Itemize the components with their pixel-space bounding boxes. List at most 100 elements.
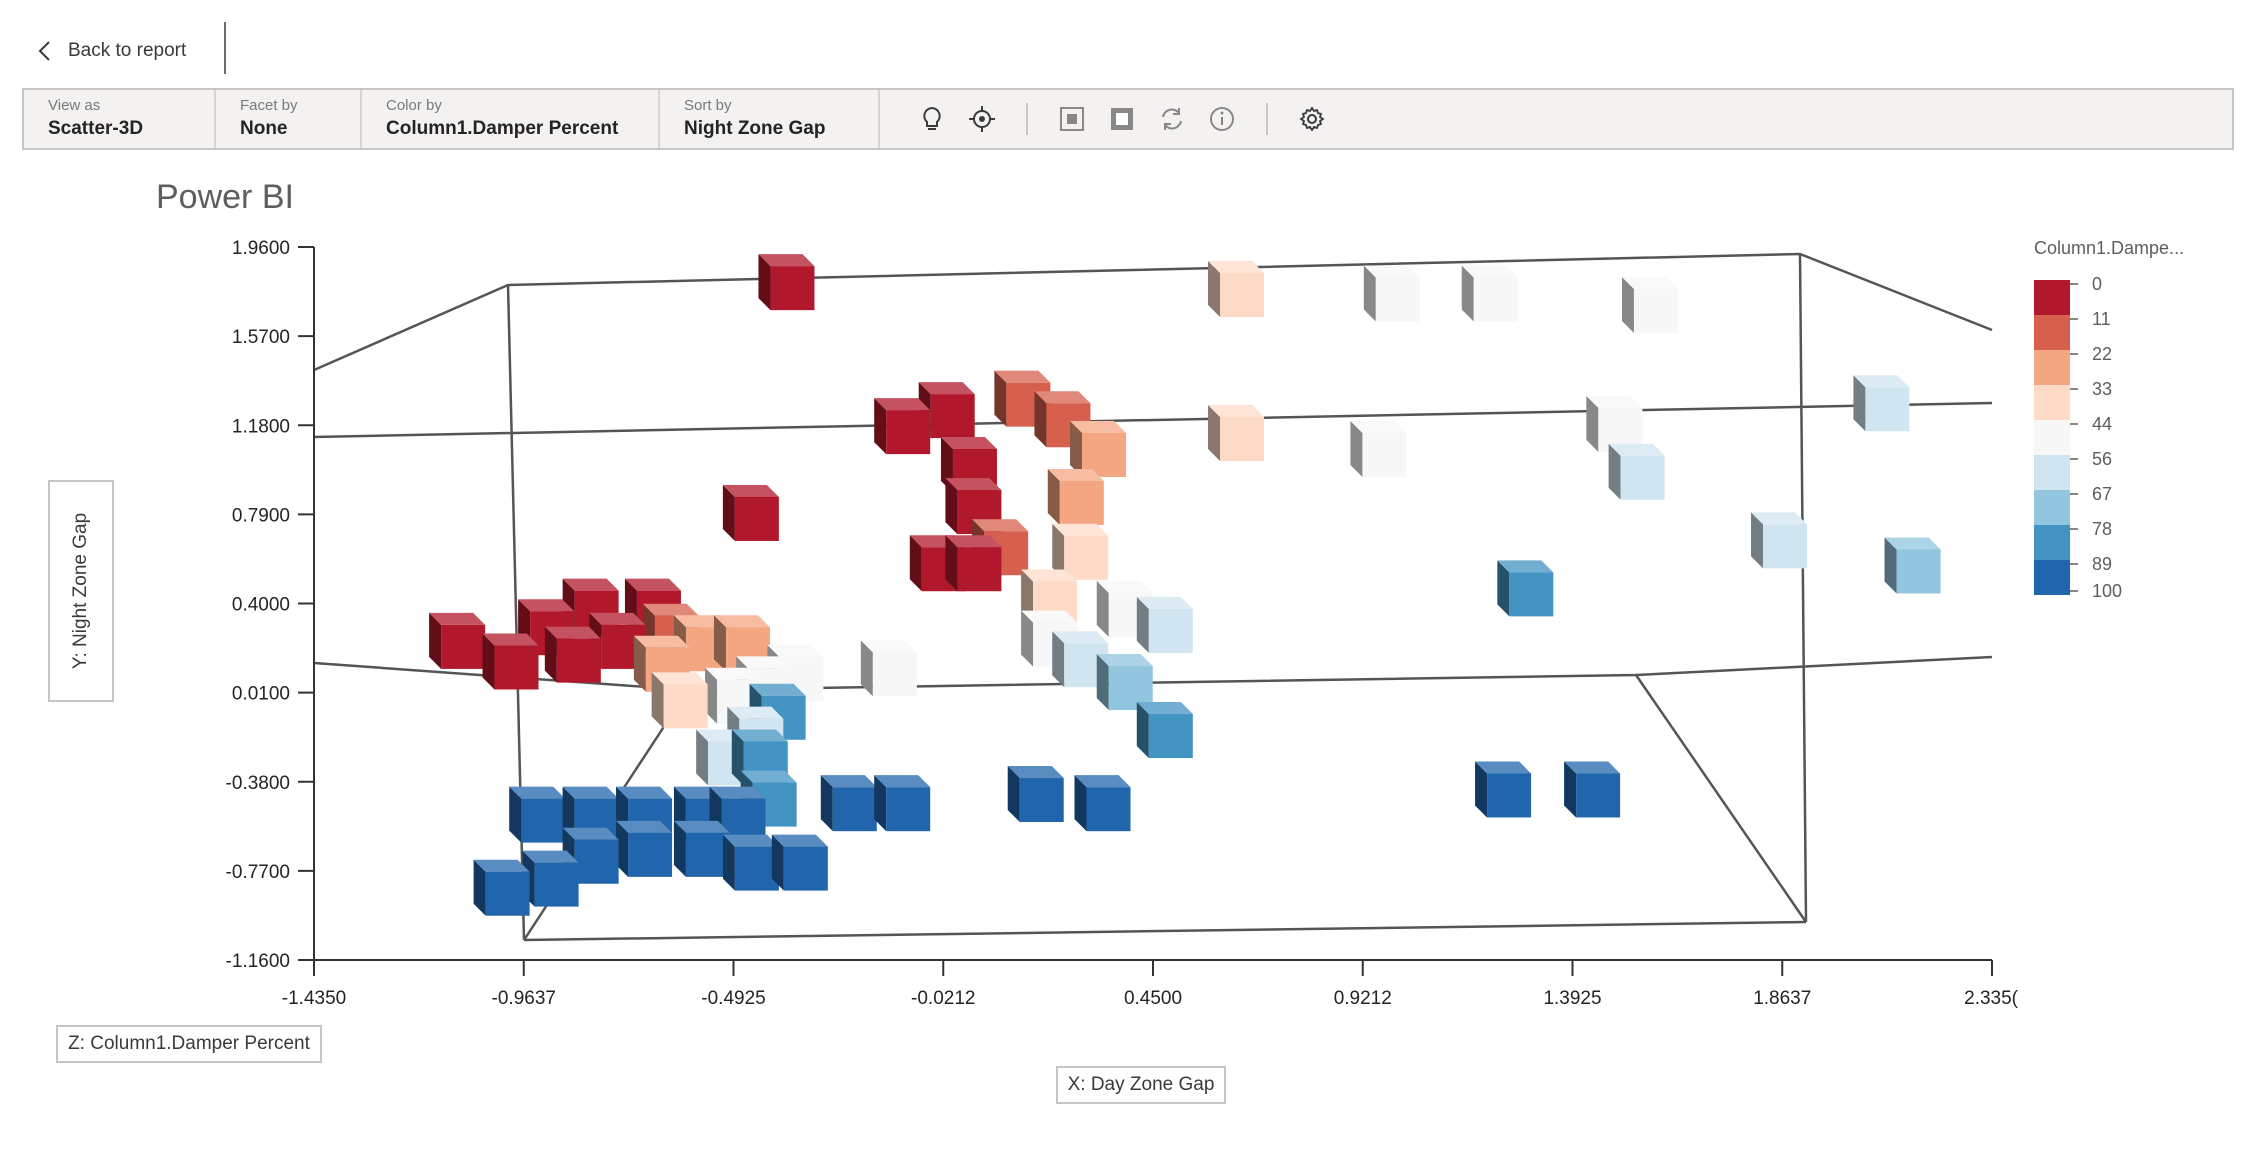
- cube-top-face: [1070, 420, 1127, 433]
- cube-front-face: [886, 787, 931, 832]
- cube-front-face: [628, 832, 673, 877]
- deselect-square-icon[interactable]: [1106, 103, 1138, 135]
- cube-front-face: [521, 798, 566, 843]
- data-point-cube[interactable]: [1052, 523, 1109, 580]
- cube-top-face: [473, 859, 530, 872]
- cube-front-face: [1375, 277, 1420, 322]
- data-point-cube[interactable]: [522, 850, 579, 907]
- y-tick-label: 1.1800: [232, 416, 290, 437]
- cube-front-face: [734, 846, 779, 891]
- cube-top-face: [713, 615, 770, 628]
- data-point-cube[interactable]: [1853, 375, 1910, 432]
- data-point-cube[interactable]: [562, 827, 619, 884]
- cube-side-face: [945, 535, 958, 592]
- sort-by-dropdown[interactable]: Sort by Night Zone Gap: [660, 90, 880, 148]
- color-by-dropdown[interactable]: Color by Column1.Damper Percent: [362, 90, 660, 148]
- data-point-cube[interactable]: [1007, 766, 1064, 823]
- data-point-cube[interactable]: [945, 535, 1002, 592]
- y-axis-selector[interactable]: Y: Night Zone Gap: [48, 480, 114, 702]
- data-point-cube[interactable]: [860, 640, 917, 697]
- data-point-cube[interactable]: [874, 398, 931, 455]
- data-point-cube[interactable]: [1136, 702, 1193, 759]
- legend-label: 89: [2092, 554, 2112, 574]
- sort-by-label: Sort by: [684, 97, 732, 114]
- data-point-cube[interactable]: [1475, 761, 1532, 818]
- cube-front-face: [957, 547, 1002, 592]
- data-point-cube[interactable]: [1070, 420, 1127, 477]
- data-point-cube[interactable]: [482, 633, 539, 690]
- cube-side-face: [429, 612, 442, 669]
- color-by-label: Color by: [386, 97, 442, 114]
- data-point-cube[interactable]: [1564, 761, 1621, 818]
- data-point-cube[interactable]: [1052, 631, 1109, 688]
- cube-side-face: [945, 478, 958, 535]
- cube-side-face: [473, 859, 486, 916]
- data-point-cube[interactable]: [771, 834, 828, 891]
- data-point-cube[interactable]: [429, 612, 486, 669]
- data-point-cube[interactable]: [1034, 391, 1091, 448]
- view-as-dropdown[interactable]: View as Scatter-3D: [24, 90, 216, 148]
- legend-swatch: [2034, 420, 2070, 455]
- cube-top-face: [722, 484, 779, 497]
- data-point-cube[interactable]: [1047, 468, 1104, 525]
- cube-top-face: [518, 599, 575, 612]
- data-point-cube[interactable]: [1621, 276, 1678, 333]
- cube-top-face: [1586, 395, 1643, 408]
- data-point-cube[interactable]: [1884, 537, 1941, 594]
- y-tick-label: 1.5700: [232, 327, 290, 348]
- cube-front-face: [1487, 773, 1532, 818]
- data-point-cube[interactable]: [651, 672, 708, 729]
- cube-top-face: [1884, 537, 1941, 550]
- data-point-cube[interactable]: [1461, 265, 1518, 322]
- cube-top-face: [1608, 443, 1665, 456]
- page-title: Power BI: [156, 178, 294, 216]
- data-point-cube[interactable]: [945, 478, 1002, 535]
- cube-front-face: [1362, 432, 1407, 477]
- data-point-cube[interactable]: [1350, 420, 1407, 477]
- view-as-value: Scatter-3D: [48, 118, 144, 139]
- settings-gear-icon[interactable]: [1296, 103, 1328, 135]
- x-axis-selector[interactable]: X: Day Zone Gap: [1056, 1066, 1226, 1104]
- data-point-cube[interactable]: [758, 254, 815, 311]
- legend-label: 11: [2092, 309, 2111, 329]
- cube-front-face: [1019, 778, 1064, 823]
- data-point-cube[interactable]: [544, 626, 601, 683]
- data-point-cube[interactable]: [1074, 775, 1131, 832]
- focus-target-icon[interactable]: [966, 103, 998, 135]
- data-point-cube[interactable]: [722, 484, 779, 541]
- data-point-cube[interactable]: [820, 775, 877, 832]
- data-point-cube[interactable]: [509, 786, 566, 843]
- data-point-cube[interactable]: [722, 834, 779, 891]
- data-point-cube[interactable]: [473, 859, 530, 916]
- data-point-cube[interactable]: [1497, 560, 1554, 617]
- cube-top-face: [940, 436, 997, 449]
- data-point-cube[interactable]: [1608, 443, 1665, 500]
- data-point-cube[interactable]: [1751, 512, 1808, 569]
- cube-side-face: [1564, 761, 1577, 818]
- lightbulb-icon[interactable]: [916, 103, 948, 135]
- data-point-cube[interactable]: [616, 820, 673, 877]
- data-point-cube[interactable]: [1096, 654, 1153, 711]
- data-point-cube[interactable]: [673, 820, 730, 877]
- facet-by-dropdown[interactable]: Facet by None: [216, 90, 362, 148]
- back-to-report-link[interactable]: Back to report: [36, 34, 186, 68]
- refresh-icon[interactable]: [1156, 103, 1188, 135]
- data-point-cube[interactable]: [874, 775, 931, 832]
- y-tick-label: -0.7700: [226, 862, 290, 883]
- cube-top-face: [616, 820, 673, 833]
- cube-top-face: [1621, 276, 1678, 289]
- cube-top-face: [994, 370, 1051, 383]
- data-point-cube[interactable]: [1208, 404, 1265, 461]
- data-point-cube[interactable]: [1136, 596, 1193, 653]
- cube-front-face: [1148, 714, 1193, 759]
- data-point-cube[interactable]: [1586, 395, 1643, 452]
- cube-side-face: [1853, 375, 1866, 432]
- cube-front-face: [1059, 480, 1104, 525]
- z-axis-selector[interactable]: Z: Column1.Damper Percent: [56, 1025, 322, 1063]
- x-tick-label: -0.0212: [911, 988, 975, 1009]
- select-square-icon[interactable]: [1056, 103, 1088, 135]
- data-point-cube[interactable]: [1363, 265, 1420, 322]
- info-icon[interactable]: [1206, 103, 1238, 135]
- data-point-cube[interactable]: [1208, 260, 1265, 317]
